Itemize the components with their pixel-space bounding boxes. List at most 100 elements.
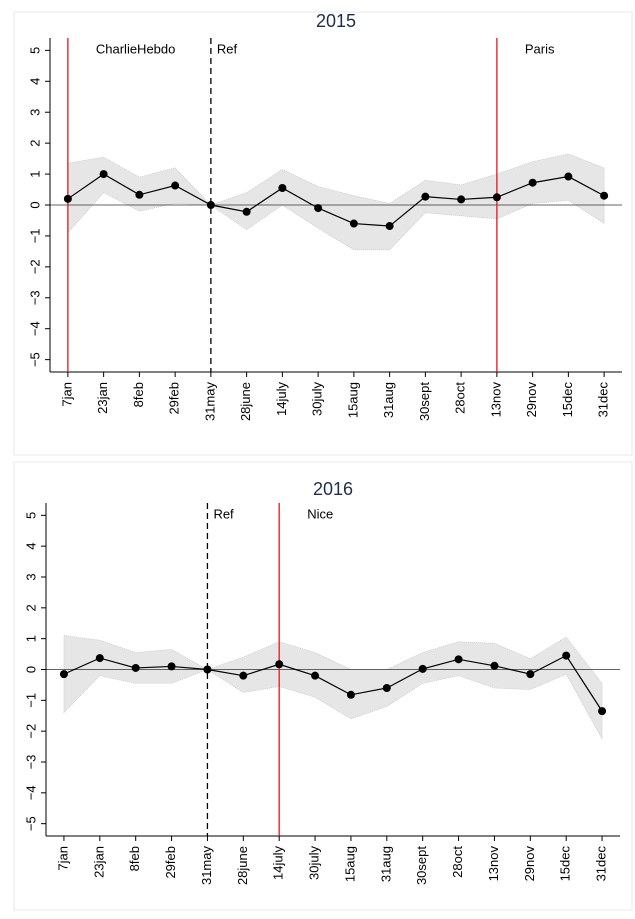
- x-tick-label: 23jan: [91, 846, 106, 878]
- x-tick-label: 28oct: [453, 382, 468, 414]
- data-point: [564, 172, 573, 181]
- x-tick-label: 31aug: [381, 382, 396, 418]
- y-tick-label: 4: [23, 543, 38, 550]
- x-tick-label: 29feb: [167, 382, 182, 415]
- data-point: [131, 663, 140, 672]
- y-tick-label: 2: [23, 604, 38, 611]
- chart-box: [13, 11, 633, 456]
- data-point: [239, 671, 248, 680]
- x-tick-label: 7jan: [55, 846, 70, 871]
- data-point: [385, 222, 394, 231]
- chart: 2016 −5 −4 −3 −2 −1 0 1 2 3 4 5 7jan 23jan 8feb 29feb 31…: [13, 461, 633, 911]
- y-tick-label: −1: [27, 229, 42, 244]
- event-label: Ref: [213, 506, 234, 521]
- data-line: [67, 173, 605, 227]
- y-tick-label: −5: [23, 816, 38, 831]
- chart-title: 2016: [313, 479, 353, 499]
- x-tick-label: 28june: [238, 382, 253, 421]
- data-point: [203, 665, 212, 674]
- data-point: [598, 707, 607, 716]
- x-tick-label: 14july: [274, 382, 289, 416]
- y-tick-label: 1: [23, 635, 38, 642]
- data-point: [63, 194, 72, 203]
- chart-title: 2015: [316, 11, 356, 31]
- x-tick-label: 15aug: [345, 382, 360, 418]
- data-point: [314, 204, 323, 213]
- x-tick-label: 31dec: [596, 382, 611, 418]
- data-point: [421, 192, 430, 201]
- y-tick-label: −4: [23, 785, 38, 800]
- data-point: [457, 195, 466, 204]
- x-tick-label: 15dec: [558, 846, 573, 882]
- y-tick-label: −1: [23, 693, 38, 708]
- y-tick-label: 3: [23, 573, 38, 580]
- x-tick-label: 28oct: [450, 846, 465, 878]
- data-point: [167, 662, 176, 671]
- y-tick-label: −2: [23, 724, 38, 739]
- x-tick-label: 31dec: [594, 846, 609, 882]
- x-tick-label: 13nov: [488, 382, 503, 418]
- data-point: [526, 670, 535, 679]
- x-tick-label: 15aug: [342, 846, 357, 882]
- y-tick-label: 4: [27, 78, 42, 85]
- data-point: [349, 219, 358, 228]
- data-point: [135, 190, 144, 199]
- y-tick-label: −3: [27, 290, 42, 305]
- x-tick-label: 31may: [202, 382, 217, 422]
- x-tick-label: 7jan: [59, 382, 74, 407]
- data-point: [528, 178, 537, 187]
- data-point: [206, 201, 215, 209]
- x-tick-label: 28june: [235, 846, 250, 885]
- x-tick-label: 30sept: [417, 382, 432, 421]
- x-tick-label: 23jan: [95, 382, 110, 414]
- data-point: [59, 670, 68, 679]
- x-tick-label: 29feb: [163, 846, 178, 879]
- chart: 2015 −5 −4 −3 −2 −1 0 1 2 3 4 5 7jan 23jan 8feb 29feb 31…: [13, 11, 633, 456]
- x-tick-label: 8feb: [131, 382, 146, 407]
- x-tick-label: 31may: [199, 846, 214, 886]
- y-tick-label: 3: [27, 109, 42, 116]
- x-tick-label: 14july: [271, 846, 286, 880]
- y-tick-label: −5: [27, 352, 42, 367]
- y-tick-label: 5: [23, 512, 38, 519]
- x-tick-label: 30july: [310, 382, 325, 416]
- x-tick-label: 29nov: [524, 382, 539, 418]
- data-line: [63, 654, 603, 712]
- y-tick-label: −4: [27, 321, 42, 336]
- x-tick-label: 29nov: [522, 846, 537, 882]
- x-tick-label: 13nov: [486, 846, 501, 882]
- data-point: [95, 654, 104, 663]
- data-point: [242, 207, 251, 216]
- x-tick-label: 8feb: [127, 846, 142, 871]
- data-point: [490, 661, 499, 670]
- y-tick-label: 5: [27, 47, 42, 54]
- y-tick-label: 1: [27, 170, 42, 177]
- y-tick-label: −3: [23, 755, 38, 770]
- event-label: Ref: [217, 41, 238, 56]
- event-label: CharlieHebdo: [96, 41, 176, 56]
- data-point: [454, 655, 463, 664]
- y-tick-label: 2: [27, 140, 42, 147]
- data-point: [311, 671, 320, 680]
- x-tick-label: 15dec: [560, 382, 575, 418]
- x-tick-label: 30sept: [414, 846, 429, 885]
- data-point: [275, 660, 284, 669]
- data-point: [562, 651, 571, 660]
- x-tick-label: 30july: [307, 846, 322, 880]
- confidence-band: [67, 153, 605, 251]
- x-tick-label: 31aug: [378, 846, 393, 882]
- data-point: [346, 690, 355, 699]
- y-tick-label: 0: [27, 201, 42, 208]
- data-point: [171, 181, 180, 190]
- event-label: Paris: [525, 41, 555, 56]
- data-point: [99, 170, 108, 179]
- data-point: [418, 664, 427, 673]
- data-point: [382, 684, 391, 692]
- y-tick-label: −2: [27, 259, 42, 274]
- data-point: [278, 183, 287, 192]
- data-point: [600, 191, 609, 200]
- y-tick-label: 0: [23, 666, 38, 673]
- event-label: Nice: [307, 506, 333, 521]
- data-point: [492, 193, 501, 202]
